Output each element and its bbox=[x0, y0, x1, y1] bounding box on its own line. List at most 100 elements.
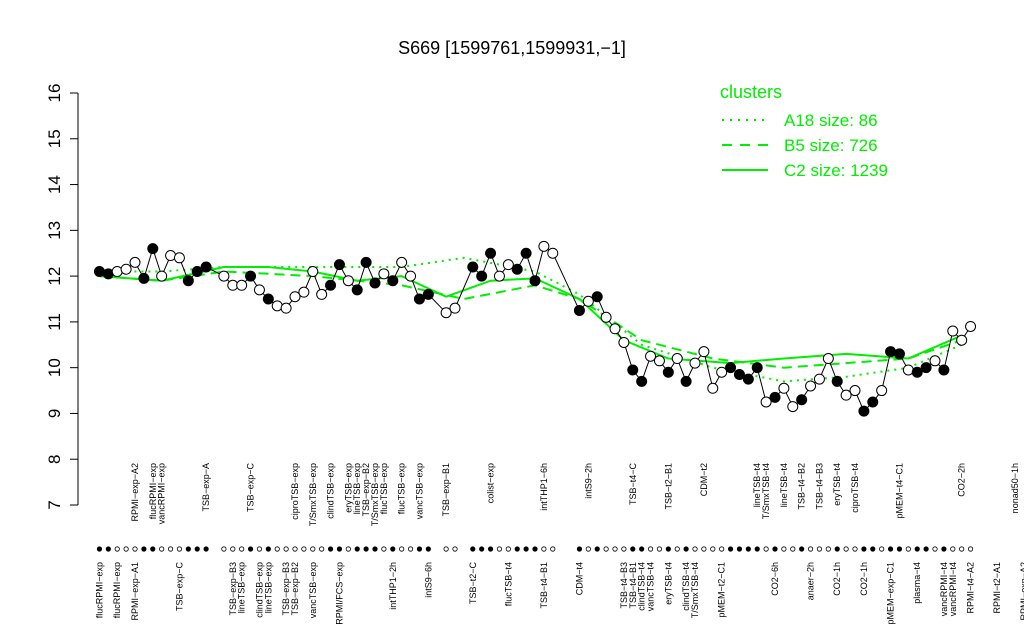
y-tick-label: 16 bbox=[45, 84, 64, 103]
data-point bbox=[325, 279, 337, 291]
rug-mark bbox=[807, 546, 814, 552]
x-tick-label-bottom: TSB−t4−B1 bbox=[539, 562, 549, 609]
rug-mark bbox=[656, 546, 663, 552]
rug-mark bbox=[523, 546, 529, 552]
rug-mark bbox=[621, 546, 627, 552]
x-tick-label-top: lineTSB−exp bbox=[352, 463, 362, 514]
rug-mark bbox=[790, 546, 796, 552]
data-point bbox=[422, 288, 434, 300]
data-point bbox=[645, 350, 657, 362]
x-tick-label-top: TSB−exp−B1 bbox=[441, 463, 451, 517]
data-point bbox=[351, 284, 363, 296]
x-tick-label-top: TSB−exp−B2 bbox=[361, 463, 371, 517]
rug-mark bbox=[203, 546, 209, 552]
data-point bbox=[333, 259, 345, 271]
x-tick-label-top: ciproTSB−t4 bbox=[850, 463, 860, 513]
data-point bbox=[218, 270, 230, 282]
x-tick-label-bottom: anaer−2h bbox=[806, 562, 816, 600]
data-point bbox=[156, 270, 168, 282]
data-point bbox=[885, 346, 897, 358]
data-point bbox=[805, 380, 817, 392]
rug-mark bbox=[541, 546, 547, 552]
x-tick-label-bottom: CO2−6h bbox=[770, 562, 780, 596]
rug-mark bbox=[950, 546, 956, 552]
x-tick-label-bottom: TSB−exp−B3 bbox=[228, 562, 238, 616]
x-tick-label-bottom: lineTSB−exp bbox=[237, 562, 247, 613]
x-tick-label-top: flucTSB−exp bbox=[397, 463, 407, 514]
data-point bbox=[769, 391, 781, 403]
rug-mark bbox=[736, 546, 743, 552]
x-tick-label-bottom: CDM−t4 bbox=[574, 562, 584, 595]
x-tick-label-top: TSB−t4−C bbox=[628, 463, 638, 506]
rug-mark bbox=[470, 546, 476, 552]
x-tick-label-bottom: RPMI−t2−A1 bbox=[992, 562, 1002, 614]
data-point bbox=[307, 266, 319, 278]
x-tick-label-bottom: RPMI/FCS−exp bbox=[334, 562, 344, 625]
data-point bbox=[858, 405, 870, 417]
data-point bbox=[511, 263, 523, 275]
rug-mark bbox=[772, 546, 778, 552]
data-point bbox=[538, 240, 550, 252]
y-tick-label: 8 bbox=[45, 454, 64, 463]
x-tick-label-bottom: pMEM−exp−C1 bbox=[886, 562, 896, 625]
data-point bbox=[840, 389, 852, 401]
x-tick-label-top: vancTSB−exp bbox=[414, 463, 424, 519]
rug-mark bbox=[319, 546, 325, 552]
data-point bbox=[262, 293, 274, 305]
x-tick-label-top: colist−exp bbox=[486, 463, 496, 503]
x-tick-label-top: lineTSB−t4 bbox=[752, 463, 762, 507]
rug-mark bbox=[630, 546, 636, 552]
data-point bbox=[760, 396, 772, 408]
rug-mark bbox=[799, 546, 805, 552]
cluster-line-c2 bbox=[99, 266, 963, 365]
rug-mark bbox=[665, 546, 671, 552]
data-point bbox=[698, 346, 710, 358]
data-point bbox=[280, 302, 292, 314]
data-point bbox=[102, 268, 114, 280]
rug-mark bbox=[550, 546, 556, 552]
rug-mark bbox=[167, 546, 174, 552]
x-tick-label-bottom: TSB−exp−C bbox=[174, 562, 184, 612]
data-point bbox=[947, 325, 959, 337]
data-point bbox=[147, 243, 159, 255]
x-tick-label-bottom: vancRPMI−t4 bbox=[939, 562, 949, 616]
x-tick-label-bottom: TSB−t4−B3 bbox=[619, 562, 629, 609]
data-point bbox=[707, 382, 719, 394]
y-tick-label: 9 bbox=[45, 409, 64, 418]
data-point bbox=[369, 277, 381, 289]
data-point bbox=[476, 270, 488, 282]
rug-mark bbox=[505, 546, 511, 552]
x-tick-label-bottom: plasma−t4 bbox=[912, 562, 922, 604]
data-point bbox=[876, 385, 888, 397]
rug-mark bbox=[914, 546, 920, 552]
x-tick-label-bottom: flucRPMI−exp bbox=[112, 562, 122, 618]
rug-mark bbox=[923, 546, 929, 552]
data-point bbox=[618, 336, 630, 348]
x-tick-label-bottom: vancTSB−t4 bbox=[646, 562, 656, 611]
data-point bbox=[236, 279, 248, 291]
rug-mark bbox=[336, 546, 343, 552]
data-point bbox=[440, 307, 452, 319]
data-series bbox=[93, 240, 977, 417]
data-point bbox=[716, 366, 728, 378]
data-point bbox=[253, 284, 265, 296]
rug-mark bbox=[959, 546, 965, 552]
x-tick-label-top: T/SmxTSB−t4 bbox=[761, 463, 771, 519]
x-tick-label-bottom: intS9−6h bbox=[423, 562, 433, 598]
rug-mark bbox=[692, 546, 698, 552]
x-tick-label-bottom: eryTSB−t4 bbox=[663, 562, 673, 605]
data-point bbox=[600, 311, 612, 323]
x-tick-label-bottom: pMEM−t2−C1 bbox=[717, 562, 727, 618]
data-point bbox=[413, 293, 425, 305]
data-point bbox=[529, 275, 541, 287]
rug-mark bbox=[612, 546, 618, 552]
chart-title: S669 [1599761,1599931,−1] bbox=[398, 38, 626, 58]
rug-mark bbox=[745, 546, 751, 552]
rug-mark bbox=[185, 546, 191, 552]
data-point bbox=[813, 373, 825, 385]
rug-mark bbox=[132, 546, 138, 552]
y-tick-label: 13 bbox=[45, 221, 64, 240]
x-tick-label-top: CO2−2h bbox=[957, 463, 967, 497]
